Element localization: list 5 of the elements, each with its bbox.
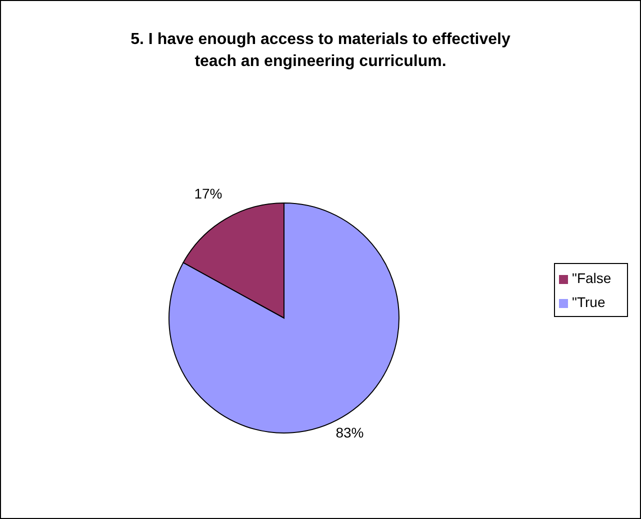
chart-title: 5. I have enough access to materials to effectively teach an engineering curriculum.: [130, 30, 512, 72]
data-label: 83%: [336, 424, 364, 441]
legend-label: "True: [572, 294, 606, 310]
data-label: 17%: [194, 185, 222, 202]
legend-label: "False: [572, 270, 612, 286]
